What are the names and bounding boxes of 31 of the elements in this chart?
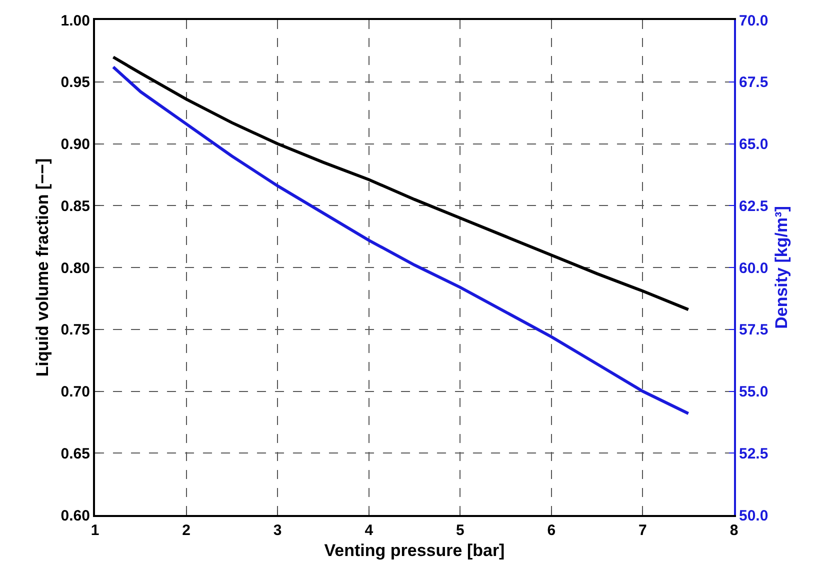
y-tick-label: 0.65	[60, 445, 90, 462]
y2-tick-label: 52.5	[739, 445, 768, 462]
y2-tick-label: 50.0	[739, 507, 768, 524]
x-axis-title: Venting pressure [bar]	[324, 540, 505, 560]
y2-axis-title: Density [kg/m³]	[772, 206, 792, 329]
y2-tick-label: 65.0	[739, 136, 768, 153]
y2-tick-label: 60.0	[739, 260, 768, 277]
y2-tick-label: 70.0	[739, 12, 768, 30]
x-tick-label: 6	[547, 522, 556, 539]
y-axis-title: Liquid volume fraction [−−]	[32, 158, 52, 377]
y-tick-label: 0.60	[60, 507, 90, 524]
y-tick-label: 0.95	[60, 74, 90, 92]
x-tick-label: 8	[730, 522, 738, 539]
y-tick-label: 0.90	[60, 136, 90, 153]
y2-tick-label: 55.0	[739, 384, 768, 400]
y-tick-label: 1.00	[60, 12, 90, 30]
y2-tick-label: 57.5	[739, 322, 768, 339]
line-series	[112, 56, 690, 312]
x-tick-label: 7	[638, 522, 647, 539]
y-tick-label: 0.85	[60, 198, 90, 215]
y2-tick-label: 62.5	[739, 198, 768, 215]
x-tick-label: 5	[456, 522, 464, 539]
y-tick-label: 0.80	[60, 260, 90, 277]
x-tick-label: 2	[182, 522, 190, 539]
y-tick-label: 0.75	[60, 322, 90, 339]
line-series	[112, 66, 690, 416]
x-tick-label: 3	[273, 522, 282, 539]
x-tick-label: 1	[90, 522, 100, 539]
y2-tick-label: 67.5	[739, 74, 768, 92]
y-tick-label: 0.70	[60, 384, 90, 400]
x-tick-label: 4	[364, 522, 374, 539]
